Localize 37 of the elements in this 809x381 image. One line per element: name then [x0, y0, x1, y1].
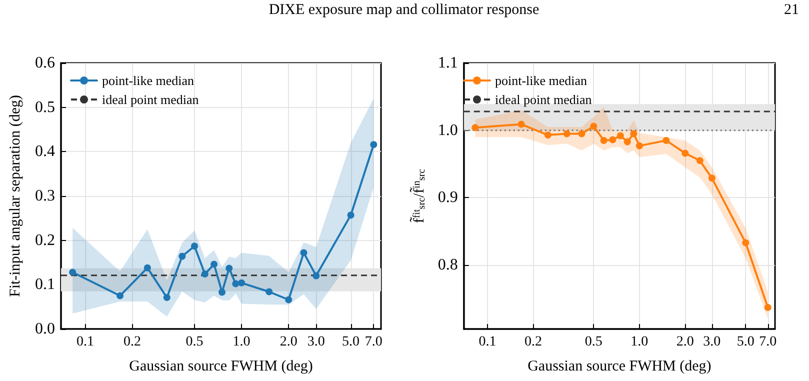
- x-tick-label: 2.0: [280, 334, 298, 350]
- x-tick-label: 5.0: [736, 334, 754, 350]
- legend-label: ideal point median: [495, 92, 592, 107]
- y-tick-label: 0.2: [35, 232, 55, 249]
- y-tick-label: 1.0: [438, 122, 458, 139]
- y-tick-label: 0.4: [35, 143, 55, 160]
- y-tick-label: 0.9: [438, 189, 458, 206]
- x-tick-label: 1.0: [232, 334, 250, 350]
- x-tick-label: 0.1: [478, 334, 496, 350]
- x-tick-label: 0.2: [124, 334, 142, 350]
- x-tick-label: 2.0: [676, 334, 694, 350]
- x-tick-label: 1.0: [630, 334, 648, 350]
- y-tick-label: 0.5: [35, 98, 55, 116]
- text: 21: [784, 2, 799, 19]
- x-tick-label: 7.0: [364, 334, 382, 350]
- x-axis-title: Gaussian source FWHM (deg): [129, 358, 313, 374]
- y-tick-label: 0.1: [35, 276, 55, 294]
- y-tick-label: 1.1: [438, 54, 458, 72]
- legend-label: point-like median: [495, 73, 588, 88]
- x-tick-label: 0.5: [584, 334, 602, 350]
- x-tick-label: 0.1: [76, 334, 94, 350]
- text: DIXE exposure map and collimator response: [268, 2, 540, 19]
- x-tick-label: 0.2: [524, 334, 542, 350]
- y-axis-title: Fit-input angular separation (deg): [8, 94, 24, 298]
- x-axis-title: Gaussian source FWHM (deg): [528, 358, 712, 374]
- y-tick-label: 0.0: [35, 320, 55, 338]
- legend-label: ideal point median: [102, 92, 200, 107]
- x-tick-label: 0.5: [186, 334, 204, 350]
- x-tick-label: 3.0: [703, 334, 721, 350]
- x-tick-label: 5.0: [342, 334, 360, 350]
- y-tick-label: 0.6: [35, 54, 55, 72]
- x-tick-label: 7.0: [759, 334, 777, 350]
- y-tick-label: 0.3: [35, 188, 55, 204]
- y-tick-label: 0.8: [438, 256, 458, 274]
- x-tick-label: 3.0: [307, 334, 325, 350]
- legend-label: point-like median: [102, 73, 195, 88]
- y-axis-title: f̃fitsrc/f̃insrc: [408, 168, 428, 224]
